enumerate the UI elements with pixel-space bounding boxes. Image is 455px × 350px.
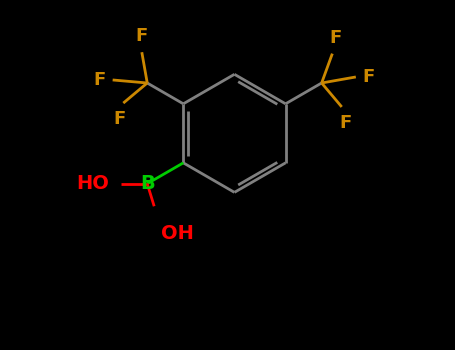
Text: F: F <box>363 68 375 86</box>
Text: F: F <box>93 71 106 89</box>
Text: OH: OH <box>161 224 194 243</box>
Text: B: B <box>140 174 155 193</box>
Text: F: F <box>339 114 351 132</box>
Text: HO: HO <box>76 174 109 193</box>
Text: F: F <box>114 110 126 128</box>
Text: F: F <box>136 27 148 45</box>
Text: F: F <box>330 29 342 47</box>
